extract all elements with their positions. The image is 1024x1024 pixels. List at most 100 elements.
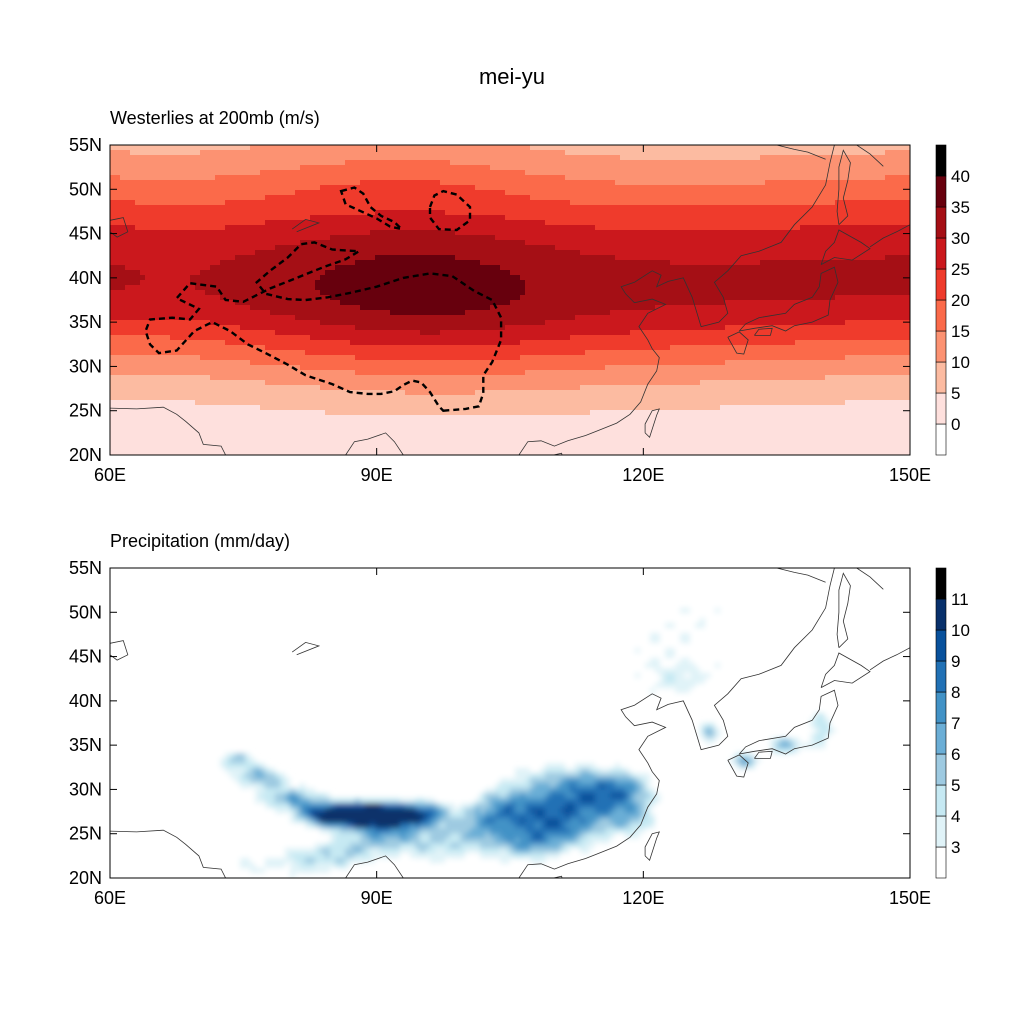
westerlies-cell	[420, 215, 426, 221]
westerlies-cell	[455, 145, 461, 151]
westerlies-cell	[260, 365, 266, 371]
westerlies-cell	[460, 165, 466, 171]
westerlies-cell	[410, 165, 416, 171]
westerlies-cell	[360, 170, 366, 176]
westerlies-cell	[415, 330, 421, 336]
westerlies-cell	[500, 260, 506, 266]
westerlies-cell	[405, 235, 411, 241]
westerlies-cell	[285, 365, 291, 371]
westerlies-cell	[175, 390, 181, 396]
westerlies-cell	[470, 365, 476, 371]
westerlies-cell	[445, 340, 451, 346]
westerlies-cell	[280, 285, 286, 291]
westerlies-cell	[315, 155, 321, 161]
westerlies-cell	[505, 180, 511, 186]
westerlies-cell	[390, 300, 396, 306]
westerlies-cell	[255, 365, 261, 371]
westerlies-cell	[255, 185, 261, 191]
westerlies-cell	[135, 185, 141, 191]
westerlies-cell	[490, 320, 496, 326]
westerlies-cell	[330, 205, 336, 211]
westerlies-cell	[435, 350, 441, 356]
westerlies-cell	[470, 435, 476, 441]
westerlies-cell	[425, 335, 431, 341]
westerlies-cell	[235, 315, 241, 321]
westerlies-cell	[235, 200, 241, 206]
westerlies-cell	[280, 300, 286, 306]
westerlies-cell	[270, 160, 276, 166]
westerlies-cell	[395, 175, 401, 181]
westerlies-cell	[290, 270, 296, 276]
westerlies-cell	[470, 240, 476, 246]
westerlies-cell	[380, 295, 386, 301]
westerlies-cell	[430, 360, 436, 366]
westerlies-cell	[195, 395, 201, 401]
westerlies-cell	[480, 445, 486, 451]
westerlies-cell	[195, 415, 201, 421]
westerlies-cell	[340, 175, 346, 181]
westerlies-cell	[390, 270, 396, 276]
westerlies-cell	[345, 350, 351, 356]
westerlies-cell	[365, 290, 371, 296]
westerlies-cell	[135, 150, 141, 156]
westerlies-cell	[495, 330, 501, 336]
westerlies-cell	[165, 235, 171, 241]
westerlies-cell	[280, 170, 286, 176]
westerlies-cell	[335, 350, 341, 356]
westerlies-cell	[135, 365, 141, 371]
westerlies-cell	[240, 345, 246, 351]
westerlies-cell	[330, 180, 336, 186]
westerlies-cell	[270, 220, 276, 226]
westerlies-cell	[345, 400, 351, 406]
westerlies-cell	[430, 380, 436, 386]
westerlies-cell	[220, 145, 226, 151]
westerlies-cell	[320, 295, 326, 301]
westerlies-cell	[175, 270, 181, 276]
westerlies-cell	[140, 185, 146, 191]
westerlies-cell	[295, 200, 301, 206]
westerlies-cell	[425, 275, 431, 281]
westerlies-cell	[245, 325, 251, 331]
westerlies-cell	[225, 225, 231, 231]
westerlies-cell	[435, 250, 441, 256]
westerlies-cell	[175, 165, 181, 171]
westerlies-cell	[210, 305, 216, 311]
westerlies-cell	[280, 315, 286, 321]
westerlies-cell	[370, 320, 376, 326]
westerlies-cell	[190, 365, 196, 371]
westerlies-cell	[205, 160, 211, 166]
westerlies-cell	[480, 435, 486, 441]
westerlies-cell	[235, 430, 241, 436]
westerlies-cell	[390, 265, 396, 271]
westerlies-cell	[420, 225, 426, 231]
westerlies-cell	[250, 290, 256, 296]
westerlies-cell	[320, 195, 326, 201]
westerlies-cell	[290, 410, 296, 416]
westerlies-cell	[305, 165, 311, 171]
westerlies-cell	[430, 235, 436, 241]
westerlies-cell	[315, 405, 321, 411]
westerlies-cell	[280, 185, 286, 191]
westerlies-cell	[425, 300, 431, 306]
westerlies-cell	[500, 300, 506, 306]
westerlies-cell	[140, 340, 146, 346]
westerlies-cell	[320, 190, 326, 196]
westerlies-cell	[145, 320, 151, 326]
westerlies-cell	[290, 325, 296, 331]
westerlies-cell	[150, 200, 156, 206]
westerlies-cell	[140, 270, 146, 276]
westerlies-cell	[360, 370, 366, 376]
westerlies-cell	[215, 190, 221, 196]
westerlies-cell	[445, 320, 451, 326]
westerlies-cell	[235, 405, 241, 411]
westerlies-cell	[480, 155, 486, 161]
westerlies-cell	[325, 265, 331, 271]
westerlies-cell	[495, 290, 501, 296]
westerlies-cell	[330, 265, 336, 271]
westerlies-cell	[120, 260, 126, 266]
westerlies-cell	[125, 145, 131, 151]
westerlies-cell	[395, 210, 401, 216]
westerlies-cell	[305, 260, 311, 266]
westerlies-cell	[430, 180, 436, 186]
westerlies-cell	[190, 155, 196, 161]
